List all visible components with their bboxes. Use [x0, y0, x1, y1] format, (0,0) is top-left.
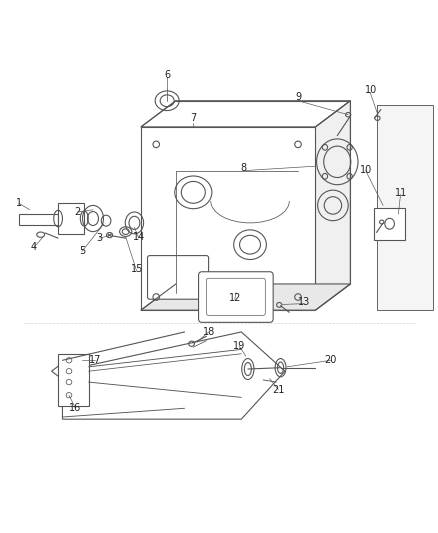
Text: 2: 2: [74, 207, 81, 217]
Polygon shape: [315, 101, 350, 310]
Text: 1: 1: [16, 198, 22, 208]
FancyBboxPatch shape: [147, 256, 208, 299]
Text: 8: 8: [240, 163, 246, 173]
Bar: [19, 214, 58, 225]
Text: 12: 12: [228, 293, 240, 303]
FancyBboxPatch shape: [206, 278, 265, 316]
Polygon shape: [58, 203, 84, 234]
Text: 13: 13: [298, 297, 310, 307]
Text: 4: 4: [31, 243, 37, 252]
Text: 11: 11: [394, 188, 406, 198]
Text: 19: 19: [233, 341, 245, 351]
Polygon shape: [141, 127, 315, 310]
Polygon shape: [58, 354, 88, 406]
Polygon shape: [51, 360, 82, 378]
Text: 9: 9: [294, 92, 300, 102]
Text: 14: 14: [132, 232, 145, 242]
Bar: [374, 208, 404, 240]
Text: 10: 10: [359, 165, 371, 175]
Polygon shape: [141, 284, 350, 310]
Text: 15: 15: [131, 264, 143, 273]
Text: 18: 18: [202, 327, 214, 337]
Text: 17: 17: [89, 356, 101, 365]
Text: 10: 10: [364, 85, 377, 95]
Text: 3: 3: [96, 233, 102, 243]
Polygon shape: [62, 332, 284, 419]
Text: 5: 5: [79, 246, 85, 256]
Polygon shape: [141, 101, 350, 127]
Text: 6: 6: [164, 70, 170, 79]
Text: 21: 21: [272, 384, 284, 394]
Polygon shape: [376, 105, 432, 310]
Text: 7: 7: [190, 113, 196, 123]
Text: 20: 20: [324, 356, 336, 365]
Text: 16: 16: [69, 403, 81, 413]
FancyBboxPatch shape: [198, 272, 272, 322]
